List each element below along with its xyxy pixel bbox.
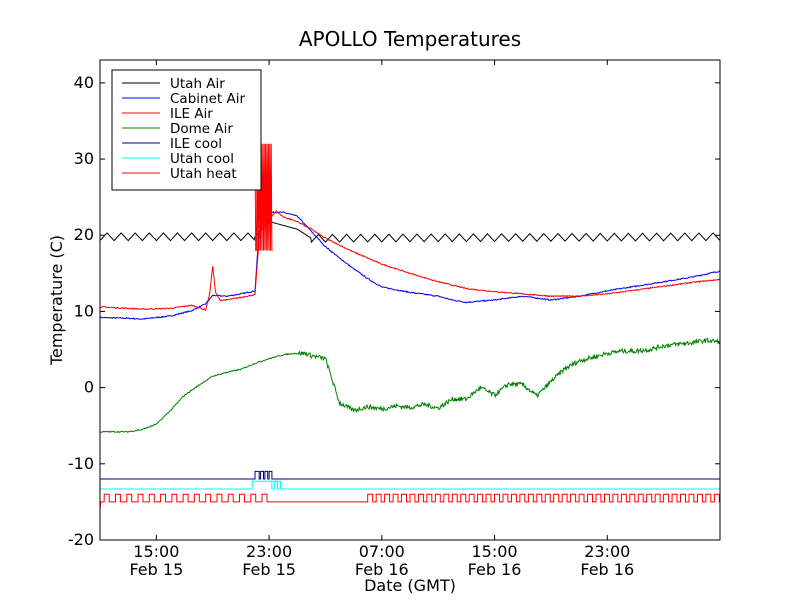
x-tick-time: 07:00 [359, 542, 405, 561]
x-tick-time: 15:00 [471, 542, 517, 561]
legend-box [111, 69, 262, 191]
y-axis-label: Temperature (C) [47, 235, 66, 366]
cabinet-air-line [100, 211, 720, 320]
y-tick-label: 40 [74, 73, 94, 92]
utah-air-line [100, 220, 720, 244]
ile-air-line [100, 193, 720, 311]
x-tick-date: Feb 15 [242, 560, 296, 579]
x-tick-date: Feb 16 [468, 560, 522, 579]
x-tick-date: Feb 16 [580, 560, 634, 579]
plot-frame [99, 59, 721, 541]
x-tick-time: 23:00 [246, 542, 292, 561]
y-tick-label: 10 [74, 301, 94, 320]
y-tick-label: 0 [84, 378, 94, 397]
legend-label: ILE Air [170, 106, 213, 122]
utah-cool-pulses [271, 480, 281, 490]
x-tick-date: Feb 15 [129, 560, 183, 579]
legend-label: ILE cool [170, 136, 222, 152]
utah-heat-line [100, 493, 720, 510]
y-tick-label: 30 [74, 149, 94, 168]
legend-label: Utah cool [170, 151, 234, 167]
y-tick-label: -10 [68, 454, 94, 473]
x-axis-label: Date (GMT) [364, 576, 456, 595]
dome-air-line [100, 337, 720, 434]
x-tick-time: 15:00 [133, 542, 179, 561]
legend-label: Dome Air [170, 121, 233, 137]
utah-cool-line [100, 480, 720, 490]
y-tick-label: -20 [68, 530, 94, 549]
x-tick-time: 23:00 [584, 542, 630, 561]
x-tick-date: Feb 16 [355, 560, 409, 579]
chart-title: APOLLO Temperatures [299, 27, 521, 51]
legend-label: Utah Air [170, 76, 225, 92]
plot-area [100, 143, 720, 510]
y-tick-label: 20 [74, 225, 94, 244]
series-group [100, 143, 720, 510]
ile-cool-line [100, 470, 720, 480]
legend-label: Cabinet Air [170, 91, 245, 107]
ile-air-spikes [254, 143, 273, 251]
legend-label: Utah heat [170, 166, 237, 182]
